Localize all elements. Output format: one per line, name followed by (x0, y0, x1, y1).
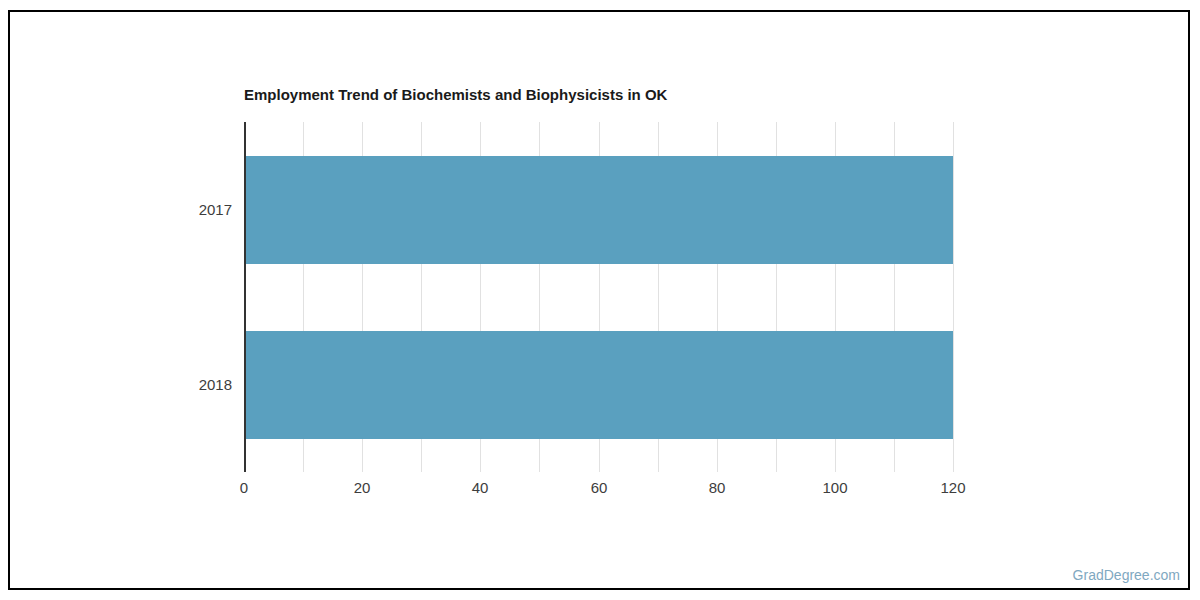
x-tick-label: 0 (214, 479, 274, 496)
x-tick-label: 40 (450, 479, 510, 496)
plot-area (244, 122, 953, 472)
chart-title: Employment Trend of Biochemists and Biop… (244, 86, 667, 103)
x-tick-label: 100 (805, 479, 865, 496)
bar-2017 (246, 156, 953, 264)
x-tick-label: 120 (923, 479, 983, 496)
y-tick-label: 2018 (92, 376, 232, 394)
y-tick-label: 2017 (92, 201, 232, 219)
x-tick-label: 60 (569, 479, 629, 496)
bar-2018 (246, 331, 953, 439)
watermark-link[interactable]: GradDegree.com (1073, 567, 1180, 583)
gridline (953, 122, 954, 472)
x-tick-label: 20 (332, 479, 392, 496)
x-tick-label: 80 (687, 479, 747, 496)
